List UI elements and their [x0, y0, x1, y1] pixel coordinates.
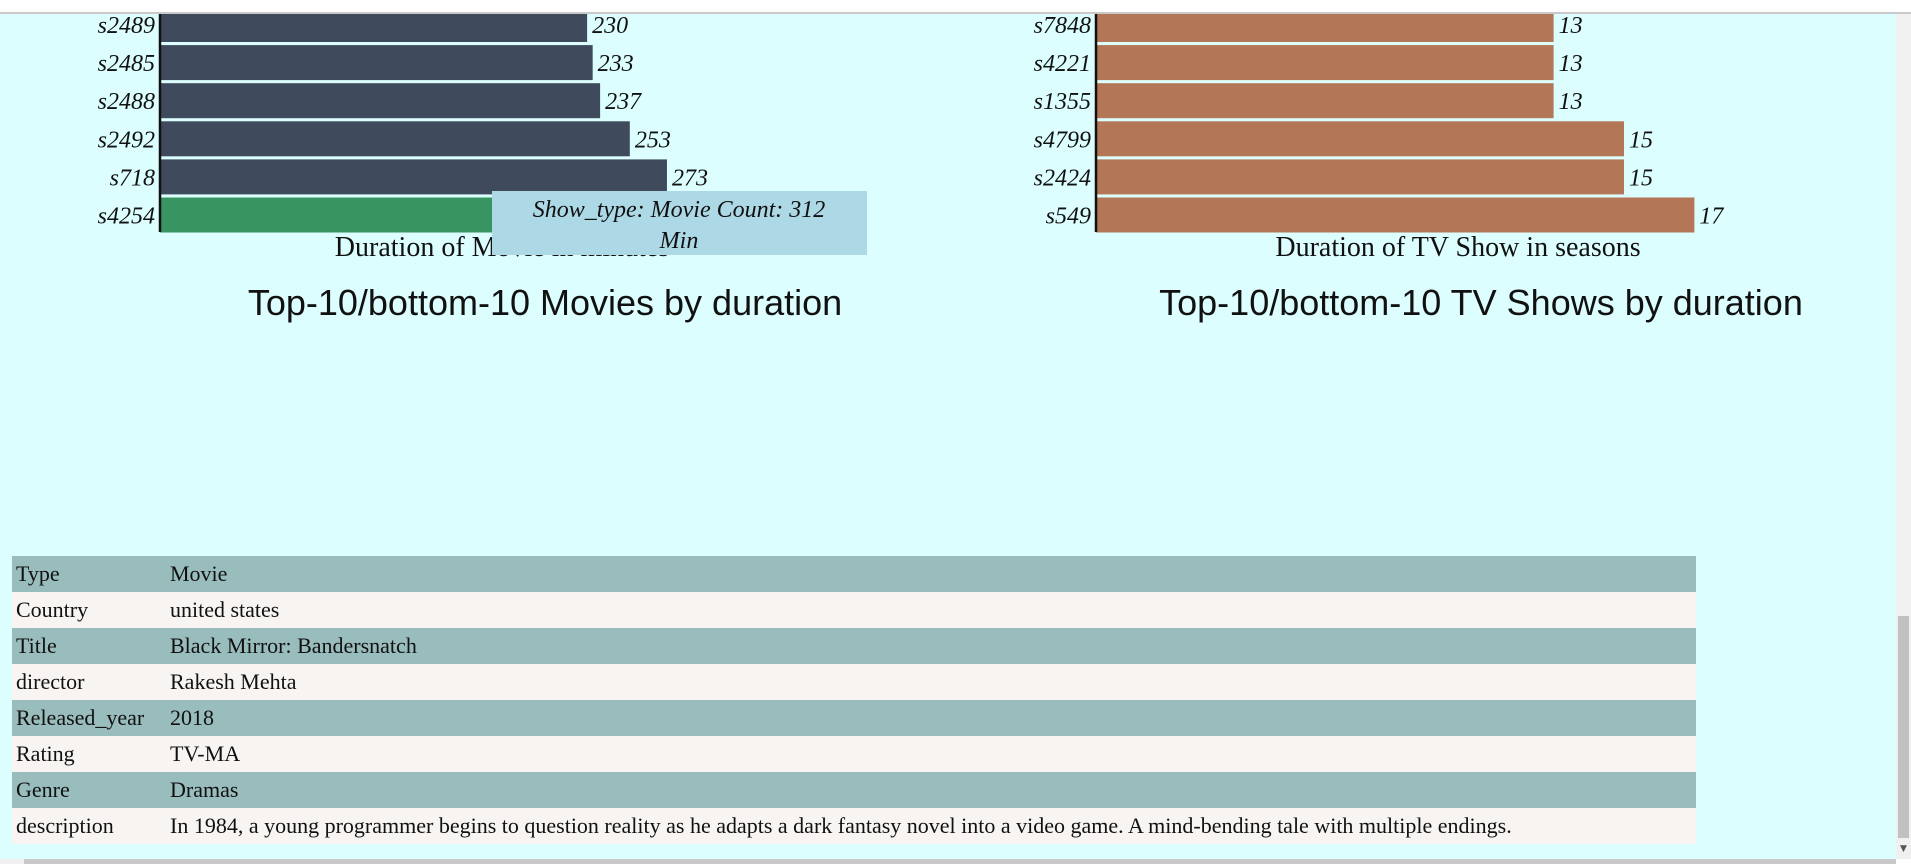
details-row: Country united states — [12, 592, 1696, 628]
tv-bar[interactable] — [1096, 121, 1624, 157]
tv-bar[interactable] — [1096, 83, 1554, 119]
horizontal-scrollbar-thumb[interactable] — [24, 859, 1896, 864]
details-row: description In 1984, a young programmer b… — [12, 808, 1696, 844]
tv-x-axis-label: Duration of TV Show in seasons — [1275, 232, 1640, 263]
movie-bar[interactable] — [160, 14, 588, 42]
tv-category-label: s1355 — [1034, 89, 1091, 115]
tv-value-label: 15 — [1629, 165, 1653, 191]
details-key: Released_year — [12, 700, 166, 736]
movie-value-label: 253 — [635, 127, 671, 153]
tv-duration-chart: s7848 13 s4221 13 s1355 13 s4799 15 s2424 15 s549 1… — [1034, 14, 1803, 323]
details-key: Title — [12, 628, 166, 664]
tv-category-label: s549 — [1046, 204, 1091, 230]
details-key: description — [12, 808, 166, 844]
tv-bar[interactable] — [1096, 197, 1695, 233]
movies-bars: s2489 230 s2485 233 s2488 237 s2492 253 s718 273 s… — [98, 14, 780, 233]
details-row: Released_year 2018 — [12, 700, 1696, 736]
details-value: 2018 — [166, 700, 1696, 736]
details-key: Type — [12, 556, 166, 592]
details-value: united states — [166, 592, 1696, 628]
details-row: Genre Dramas — [12, 772, 1696, 808]
tv-value-label: 13 — [1559, 51, 1583, 77]
tv-bar[interactable] — [1096, 45, 1554, 81]
window-top-border — [0, 12, 1911, 14]
details-row: Type Movie — [12, 556, 1696, 592]
charts-area: s2489 230 s2485 233 s2488 237 s2492 253 s718 273 s… — [98, 14, 1803, 323]
tv-chart-title: Top-10/bottom-10 TV Shows by duration — [1159, 282, 1803, 323]
bar-tooltip: Show_type: Movie Count: 312 Min — [492, 191, 867, 255]
movie-category-label: s2488 — [98, 89, 155, 115]
dashboard-viewport: s2489 230 s2485 233 s2488 237 s2492 253 s718 273 s… — [0, 14, 1896, 859]
movie-value-label: 233 — [598, 51, 634, 77]
details-value: Movie — [166, 556, 1696, 592]
movie-category-label: s718 — [110, 165, 155, 191]
tv-value-label: 13 — [1559, 89, 1583, 115]
details-key: Rating — [12, 736, 166, 772]
tv-bar[interactable] — [1096, 159, 1624, 195]
details-key: Country — [12, 592, 166, 628]
tv-category-label: s4799 — [1034, 127, 1091, 153]
details-key: director — [12, 664, 166, 700]
movie-bar[interactable] — [160, 45, 593, 81]
details-value: Dramas — [166, 772, 1696, 808]
details-value: Black Mirror: Bandersnatch — [166, 628, 1696, 664]
details-value: Rakesh Mehta — [166, 664, 1696, 700]
movies-duration-chart: s2489 230 s2485 233 s2488 237 s2492 253 s718 273 s… — [98, 14, 842, 323]
tv-bars: s7848 13 s4221 13 s1355 13 s4799 15 s2424 15 s549 1… — [1034, 14, 1724, 233]
movie-category-label: s2492 — [98, 127, 155, 153]
movie-value-label: 237 — [605, 89, 642, 115]
tv-value-label: 15 — [1629, 127, 1653, 153]
details-row: Title Black Mirror: Bandersnatch — [12, 628, 1696, 664]
scroll-down-arrow-icon[interactable]: ▼ — [1900, 844, 1907, 854]
movie-bar[interactable] — [160, 121, 630, 157]
tv-category-label: s7848 — [1034, 14, 1091, 39]
tooltip-background — [492, 191, 867, 255]
vertical-scrollbar-thumb[interactable] — [1898, 616, 1909, 838]
movies-chart-title: Top-10/bottom-10 Movies by duration — [248, 282, 842, 323]
movie-value-label: 230 — [592, 14, 628, 39]
title-details-table: Type Movie Country united states Title Black … — [12, 556, 1696, 844]
movie-bar[interactable] — [160, 159, 667, 195]
details-value: In 1984, a young programmer begins to qu… — [166, 808, 1696, 844]
details-row: Rating TV-MA — [12, 736, 1696, 772]
details-row: director Rakesh Mehta — [12, 664, 1696, 700]
movie-value-label: 273 — [672, 165, 708, 191]
tv-category-label: s2424 — [1034, 165, 1091, 191]
movie-bar[interactable] — [160, 83, 601, 119]
movie-category-label: s4254 — [98, 204, 155, 230]
tv-value-label: 17 — [1699, 204, 1724, 230]
details-value: TV-MA — [166, 736, 1696, 772]
movie-category-label: s2489 — [98, 14, 155, 39]
movie-category-label: s2485 — [98, 51, 155, 77]
tooltip-line-2: Min — [659, 228, 699, 254]
tv-bar[interactable] — [1096, 14, 1554, 42]
tv-category-label: s4221 — [1034, 51, 1091, 77]
details-key: Genre — [12, 772, 166, 808]
tv-value-label: 13 — [1559, 14, 1583, 39]
tooltip-line-1: Show_type: Movie Count: 312 — [533, 197, 826, 223]
